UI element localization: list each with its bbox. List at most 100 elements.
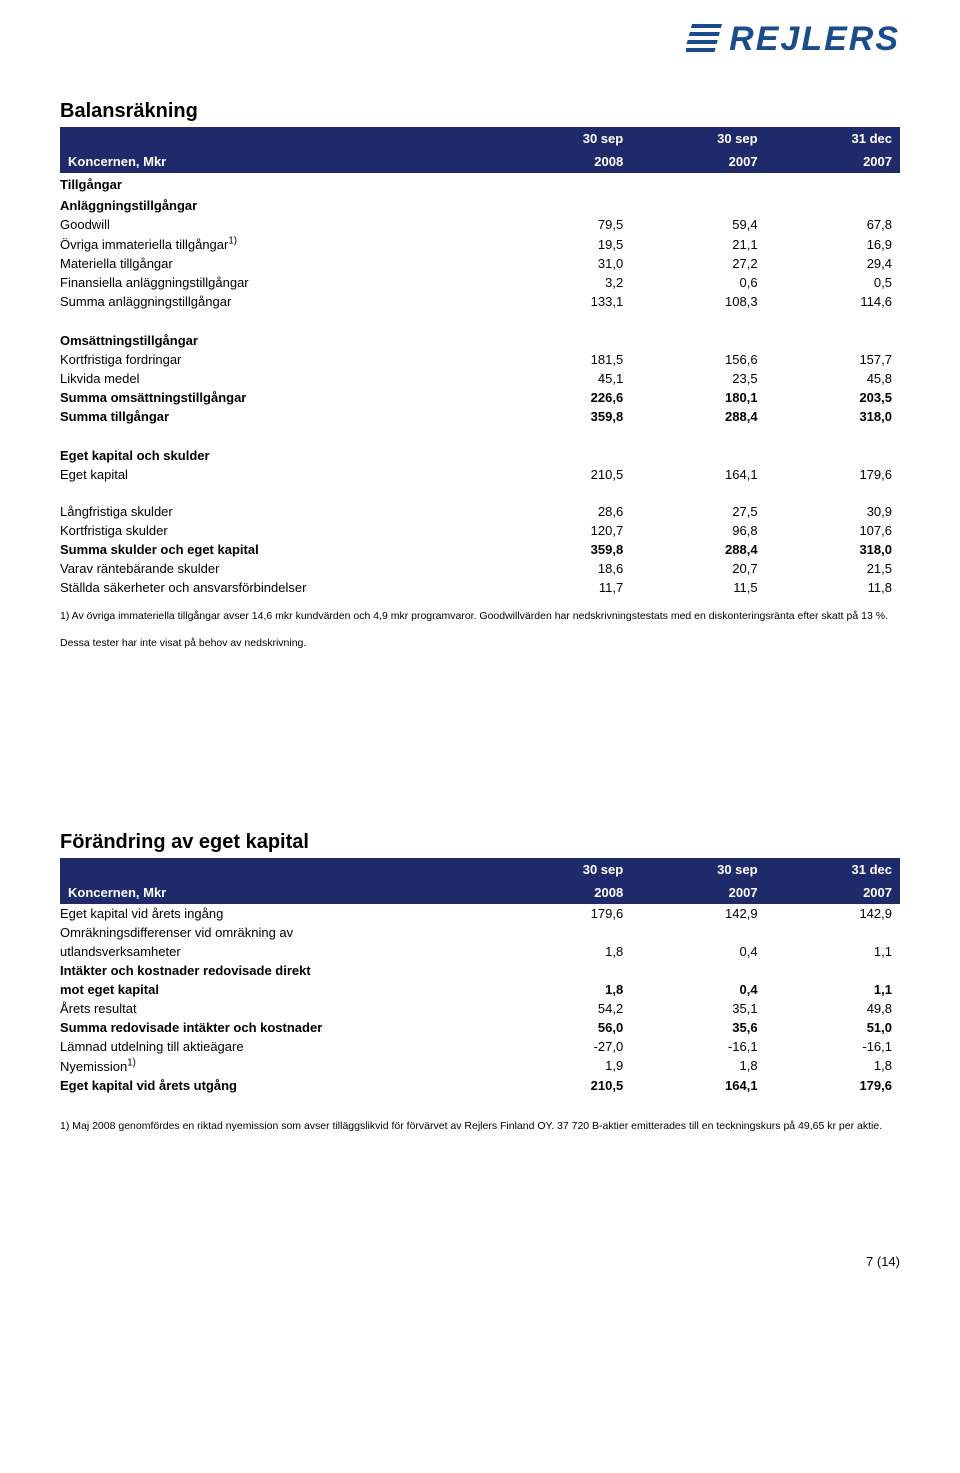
- table-row: Anläggningstillgångar: [60, 194, 900, 215]
- table-row: Omsättningstillgångar: [60, 329, 900, 350]
- cell: [766, 173, 900, 194]
- cell: 107,6: [766, 521, 900, 540]
- page-number: 7 (14): [60, 1254, 900, 1269]
- row-label: Finansiella anläggningstillgångar: [60, 273, 497, 292]
- cell: 20,7: [631, 559, 765, 578]
- table-row: Goodwill79,559,467,8: [60, 215, 900, 234]
- cell: 114,6: [766, 292, 900, 311]
- table-row: Summa omsättningstillgångar226,6180,1203…: [60, 388, 900, 407]
- cell: 210,5: [497, 465, 631, 484]
- cell: 28,6: [497, 502, 631, 521]
- cell: 59,4: [631, 215, 765, 234]
- cell: 35,1: [631, 999, 765, 1018]
- cell: 45,8: [766, 369, 900, 388]
- col-head: 30 sep: [497, 127, 631, 150]
- table-row: Eget kapital och skulder: [60, 444, 900, 465]
- cell: 142,9: [766, 904, 900, 923]
- col-head: 2007: [766, 881, 900, 904]
- cell: 359,8: [497, 540, 631, 559]
- section2-footnote: 1) Maj 2008 genomfördes en riktad nyemis…: [60, 1119, 900, 1134]
- cell: [766, 329, 900, 350]
- cell: 23,5: [631, 369, 765, 388]
- cell: 318,0: [766, 407, 900, 426]
- cell: 35,6: [631, 1018, 765, 1037]
- table-row: Finansiella anläggningstillgångar3,20,60…: [60, 273, 900, 292]
- cell: 1,1: [766, 980, 900, 999]
- table-row: Materiella tillgångar31,027,229,4: [60, 254, 900, 273]
- cell: 179,6: [766, 1076, 900, 1095]
- row-label: Summa skulder och eget kapital: [60, 540, 497, 559]
- row-label: Eget kapital vid årets utgång: [60, 1076, 497, 1095]
- table-row: Intäkter och kostnader redovisade direkt: [60, 961, 900, 980]
- cell: [766, 961, 900, 980]
- table-row: Nyemission1)1,91,81,8: [60, 1056, 900, 1076]
- cell: 1,8: [631, 1056, 765, 1076]
- cell: 180,1: [631, 388, 765, 407]
- row-label: utlandsverksamheter: [60, 942, 497, 961]
- cell: 1,8: [497, 980, 631, 999]
- cell: 21,5: [766, 559, 900, 578]
- cell: 179,6: [766, 465, 900, 484]
- cell: 1,8: [497, 942, 631, 961]
- row-label: Summa tillgångar: [60, 407, 497, 426]
- cell: 21,1: [631, 234, 765, 254]
- cell: 67,8: [766, 215, 900, 234]
- cell: [497, 923, 631, 942]
- cell: 142,9: [631, 904, 765, 923]
- cell: 0,4: [631, 942, 765, 961]
- table-row: Summa tillgångar359,8288,4318,0: [60, 407, 900, 426]
- table-row: Summa skulder och eget kapital359,8288,4…: [60, 540, 900, 559]
- row-label: Ställda säkerheter och ansvarsförbindels…: [60, 578, 497, 597]
- table-header: Koncernen, Mkr 30 sep 30 sep 31 dec 2008…: [60, 127, 900, 173]
- cell: 19,5: [497, 234, 631, 254]
- col-head: 2007: [631, 150, 765, 173]
- cell: 1,8: [766, 1056, 900, 1076]
- cell: [631, 194, 765, 215]
- row-label: Likvida medel: [60, 369, 497, 388]
- row-label: Eget kapital: [60, 465, 497, 484]
- cell: [631, 329, 765, 350]
- cell: 288,4: [631, 540, 765, 559]
- row-label: Anläggningstillgångar: [60, 194, 497, 215]
- cell: [766, 194, 900, 215]
- cell: 11,5: [631, 578, 765, 597]
- table-row: Varav räntebärande skulder18,620,721,5: [60, 559, 900, 578]
- table-row: Summa redovisade intäkter och kostnader5…: [60, 1018, 900, 1037]
- header-label: Koncernen, Mkr: [60, 858, 497, 904]
- cell: 11,8: [766, 578, 900, 597]
- row-label: Tillgångar: [60, 173, 497, 194]
- cell: [631, 923, 765, 942]
- cell: 288,4: [631, 407, 765, 426]
- cell: [631, 444, 765, 465]
- row-label: Summa redovisade intäkter och kostnader: [60, 1018, 497, 1037]
- table-row: Omräkningsdifferenser vid omräkning av: [60, 923, 900, 942]
- table-row: Likvida medel45,123,545,8: [60, 369, 900, 388]
- cell: 156,6: [631, 350, 765, 369]
- row-label: Lämnad utdelning till aktieägare: [60, 1037, 497, 1056]
- cell: -27,0: [497, 1037, 631, 1056]
- row-label: Omräkningsdifferenser vid omräkning av: [60, 923, 497, 942]
- row-label: Nyemission1): [60, 1056, 497, 1076]
- table-row: Eget kapital210,5164,1179,6: [60, 465, 900, 484]
- cell: 0,5: [766, 273, 900, 292]
- cell: 31,0: [497, 254, 631, 273]
- section1-title: Balansräkning: [60, 100, 900, 123]
- cell: 30,9: [766, 502, 900, 521]
- row-label: Goodwill: [60, 215, 497, 234]
- cell: [631, 173, 765, 194]
- table-header: Koncernen, Mkr 30 sep 30 sep 31 dec 2008…: [60, 858, 900, 904]
- cell: 0,6: [631, 273, 765, 292]
- col-head: 30 sep: [631, 127, 765, 150]
- row-label: Summa anläggningstillgångar: [60, 292, 497, 311]
- cell: [497, 444, 631, 465]
- cell: -16,1: [766, 1037, 900, 1056]
- table-row: Kortfristiga skulder120,796,8107,6: [60, 521, 900, 540]
- row-label: Eget kapital vid årets ingång: [60, 904, 497, 923]
- col-head: 2008: [497, 150, 631, 173]
- table-row: utlandsverksamheter1,80,41,1: [60, 942, 900, 961]
- table-row: Kortfristiga fordringar181,5156,6157,7: [60, 350, 900, 369]
- cell: [497, 194, 631, 215]
- table-row: Lämnad utdelning till aktieägare-27,0 -16…: [60, 1037, 900, 1056]
- cell: 27,2: [631, 254, 765, 273]
- cell: 16,9: [766, 234, 900, 254]
